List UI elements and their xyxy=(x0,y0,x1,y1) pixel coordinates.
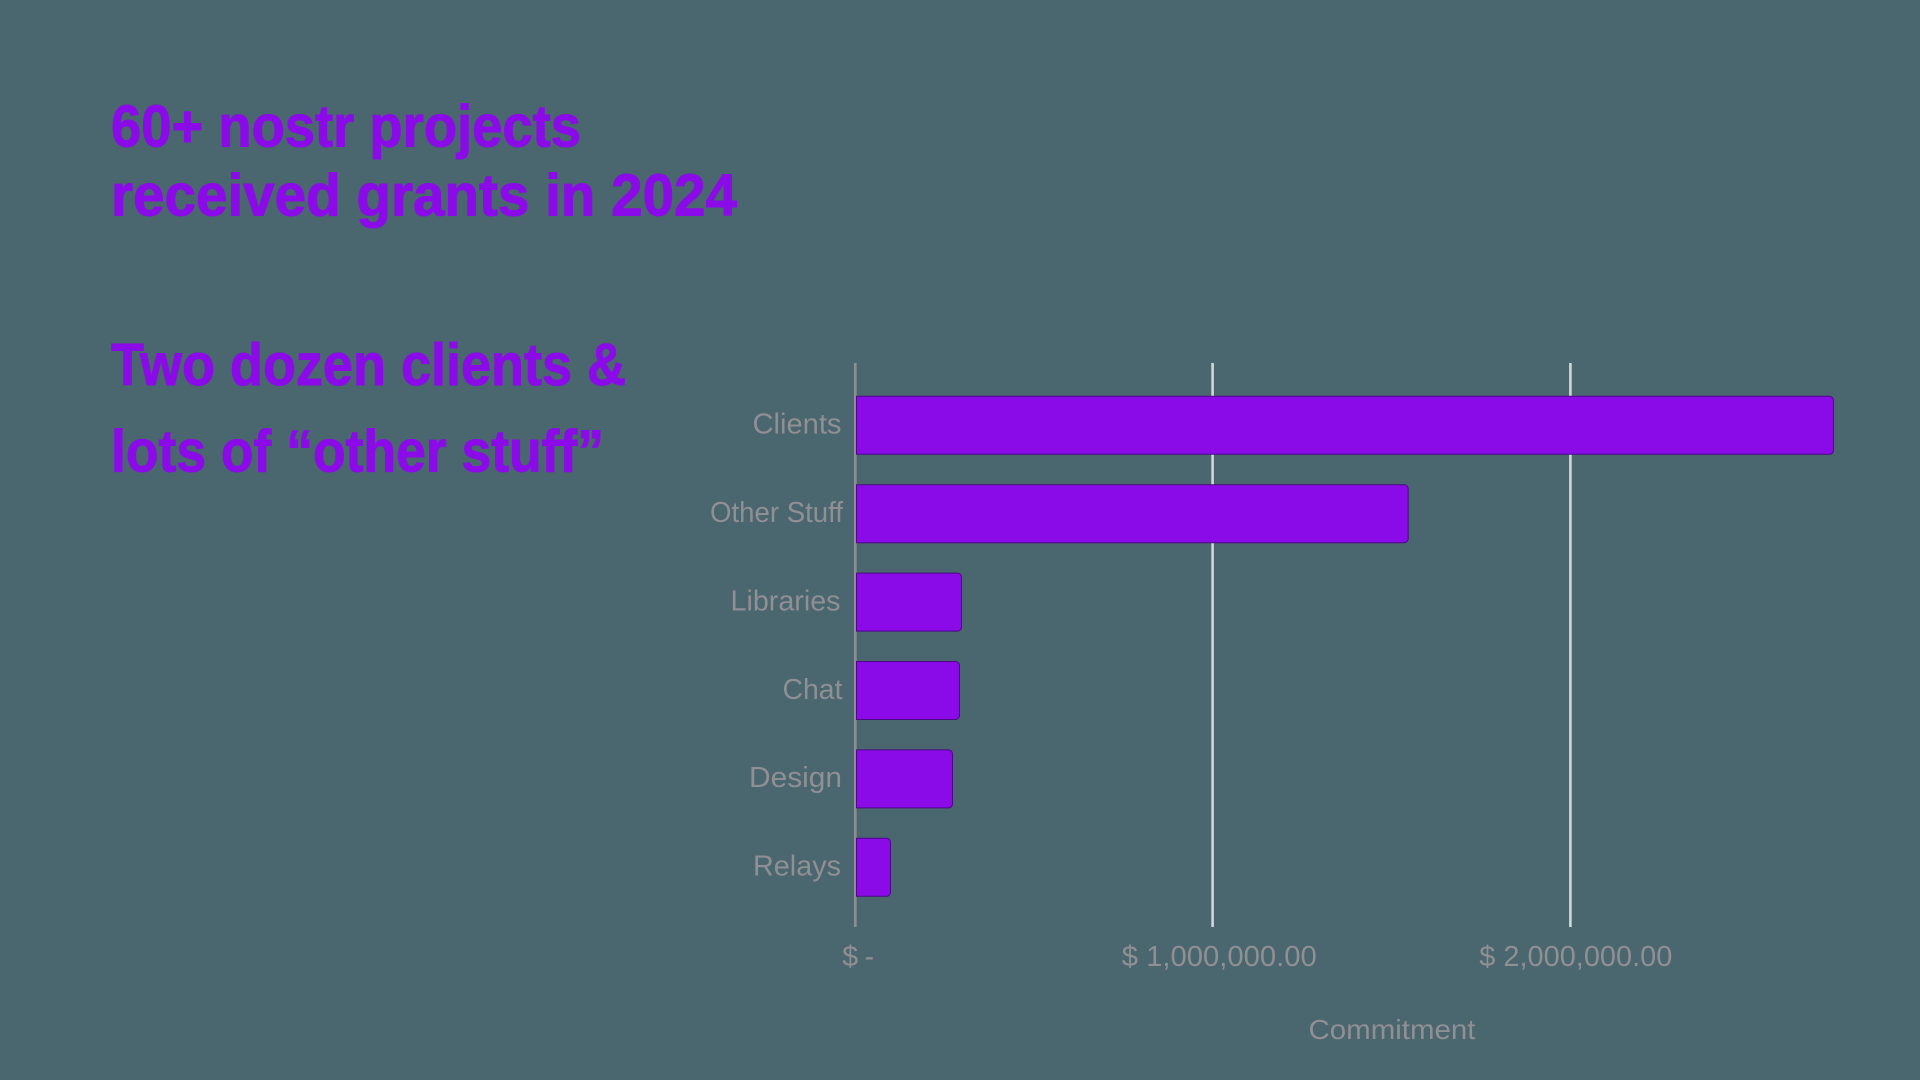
svg-text:$ 2,000,000.00: $ 2,000,000.00 xyxy=(1479,941,1672,973)
svg-text:Two dozen clients &: Two dozen clients & xyxy=(111,332,626,398)
svg-text:Commitment: Commitment xyxy=(1309,1014,1476,1045)
svg-text:Libraries: Libraries xyxy=(731,585,841,617)
svg-text:$: $ xyxy=(842,941,858,973)
svg-text:lots of “other stuff”: lots of “other stuff” xyxy=(111,419,604,485)
svg-text:Clients: Clients xyxy=(753,409,842,441)
svg-text:-: - xyxy=(865,941,875,973)
svg-text:Chat: Chat xyxy=(783,674,843,706)
svg-text:Relays: Relays xyxy=(753,851,841,883)
svg-text:$ 1,000,000.00: $ 1,000,000.00 xyxy=(1122,941,1317,973)
svg-text:received grants in 2024: received grants in 2024 xyxy=(111,162,737,228)
svg-text:60+ nostr projects: 60+ nostr projects xyxy=(111,94,581,160)
svg-text:Design: Design xyxy=(749,762,842,794)
svg-text:Other Stuff: Other Stuff xyxy=(710,497,843,529)
